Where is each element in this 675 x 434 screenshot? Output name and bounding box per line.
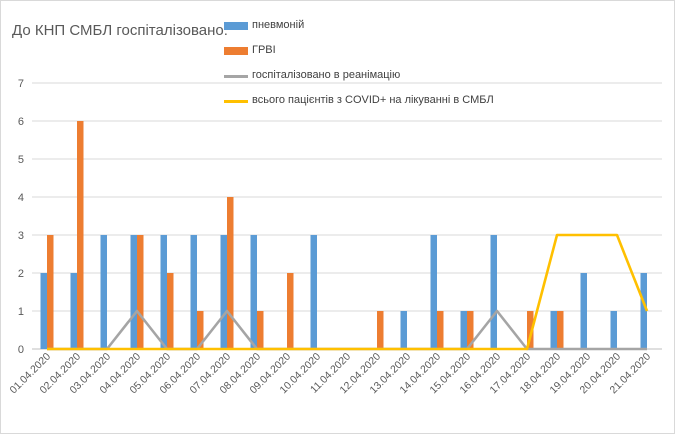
y-tick-label: 3 xyxy=(18,230,24,242)
bar xyxy=(257,311,264,349)
bar xyxy=(430,235,437,349)
series-line xyxy=(47,233,649,351)
bar xyxy=(527,311,534,349)
y-tick-label: 1 xyxy=(18,306,24,318)
legend-line-covid xyxy=(224,100,248,103)
bar xyxy=(40,273,47,349)
bar xyxy=(377,311,384,349)
bar xyxy=(100,235,107,349)
y-tick-label: 6 xyxy=(18,116,24,128)
bar xyxy=(197,311,204,349)
bar xyxy=(490,235,497,349)
legend-label-grvi: ГРВІ xyxy=(252,44,276,56)
bar xyxy=(460,311,467,349)
y-tick-label: 7 xyxy=(18,78,24,90)
bar xyxy=(467,311,474,349)
legend-label-covid: всього пацієнтів з COVID+ на лікуванні в… xyxy=(252,94,494,106)
bar xyxy=(580,273,587,349)
legend-label-pneumonia: пневмоній xyxy=(252,19,305,31)
bar xyxy=(550,311,557,349)
bar xyxy=(130,235,137,349)
legend-label-icu: госпіталізовано в реанімацію xyxy=(252,69,401,81)
bar xyxy=(190,235,197,349)
bar xyxy=(220,235,227,349)
bar xyxy=(167,273,174,349)
bar xyxy=(70,273,77,349)
bar xyxy=(437,311,444,349)
y-tick-label: 4 xyxy=(18,192,24,204)
y-tick-label: 2 xyxy=(18,268,24,280)
bar xyxy=(160,235,167,349)
bar xyxy=(77,121,84,349)
bar xyxy=(557,311,564,349)
y-tick-label: 5 xyxy=(18,154,24,166)
bar xyxy=(47,235,54,349)
bar xyxy=(250,235,257,349)
chart-title: До КНП СМБЛ госпіталізовано: xyxy=(12,22,228,39)
bar xyxy=(227,197,234,349)
bar xyxy=(640,273,647,349)
bar xyxy=(610,311,617,349)
legend-swatch-pneumonia xyxy=(224,22,248,30)
legend-swatch-grvi xyxy=(224,47,248,55)
legend-line-icu xyxy=(224,75,248,78)
y-tick-label: 0 xyxy=(18,344,24,356)
bar xyxy=(310,235,317,349)
bar xyxy=(400,311,407,349)
bar xyxy=(137,235,144,349)
bar xyxy=(287,273,294,349)
